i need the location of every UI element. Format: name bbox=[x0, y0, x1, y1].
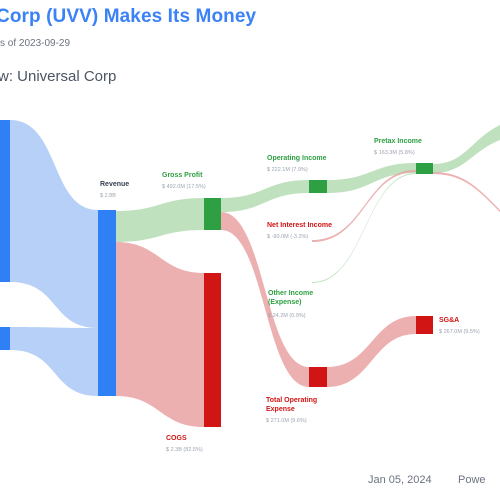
flow-operating-income-to-pretax-income bbox=[327, 163, 416, 193]
label-sga: SG&A bbox=[439, 317, 459, 324]
flow-gross-profit-to-total-operating-expense bbox=[221, 212, 309, 387]
value-gross-profit: $ 492.0M (17.5%) bbox=[162, 184, 206, 190]
node-revenue bbox=[98, 210, 116, 396]
node-segment-2 bbox=[0, 327, 10, 350]
value-cogs: $ 2.3B (82.5%) bbox=[166, 447, 203, 453]
node-total-operating-expense bbox=[309, 367, 327, 387]
label-operating-income: Operating Income bbox=[267, 155, 327, 162]
label-revenue: Revenue bbox=[100, 181, 129, 188]
flow-pretax-income-to-net-income bbox=[433, 125, 500, 173]
company-name: w: Universal Corp bbox=[0, 68, 117, 85]
flow-total-operating-expense-to-sga bbox=[327, 316, 416, 387]
value-other-income: $ 24.2M (0.9%) bbox=[268, 313, 306, 319]
flow-segment-2-to-revenue bbox=[10, 327, 98, 396]
chart-subtitle: s of 2023-09-29 bbox=[0, 38, 71, 49]
footer-brand: Powe bbox=[458, 474, 486, 486]
node-sga bbox=[416, 316, 433, 334]
node-gross-profit bbox=[204, 198, 221, 230]
flow-revenue-to-gross-profit bbox=[116, 198, 204, 242]
value-sga: $ 267.0M (9.5%) bbox=[439, 329, 480, 335]
label-total-operating-expense-1: Total Operating bbox=[266, 397, 317, 404]
value-net-interest-income: $ -90.0M (-3.2%) bbox=[267, 234, 308, 240]
label-cogs: COGS bbox=[166, 435, 187, 442]
node-pretax-income bbox=[416, 163, 433, 174]
label-other-income-2: (Expense) bbox=[268, 299, 301, 306]
label-gross-profit: Gross Profit bbox=[162, 172, 203, 179]
value-revenue: $ 2.8B bbox=[100, 193, 116, 199]
node-segment-1 bbox=[0, 120, 10, 282]
label-total-operating-expense-2: Expense bbox=[266, 406, 295, 413]
node-operating-income bbox=[309, 180, 327, 193]
flow-revenue-to-cogs bbox=[116, 242, 204, 427]
flow-segment-1-to-revenue bbox=[10, 120, 98, 328]
flow-gross-profit-to-operating-income bbox=[221, 180, 309, 212]
value-operating-income: $ 222.1M (7.9%) bbox=[267, 167, 308, 173]
chart-title: Corp (UVV) Makes Its Money bbox=[0, 6, 257, 27]
label-net-interest-income: Net Interest Income bbox=[267, 222, 332, 229]
flow-pretax-income-to-tax bbox=[433, 172, 500, 212]
footer-date: Jan 05, 2024 bbox=[368, 474, 432, 486]
node-cogs bbox=[204, 273, 221, 427]
value-pretax-income: $ 163.3M (5.8%) bbox=[374, 150, 415, 156]
label-other-income-1: Other Income bbox=[268, 290, 313, 297]
label-pretax-income: Pretax Income bbox=[374, 138, 422, 145]
value-total-operating-expense: $ 271.0M (9.6%) bbox=[266, 418, 307, 424]
